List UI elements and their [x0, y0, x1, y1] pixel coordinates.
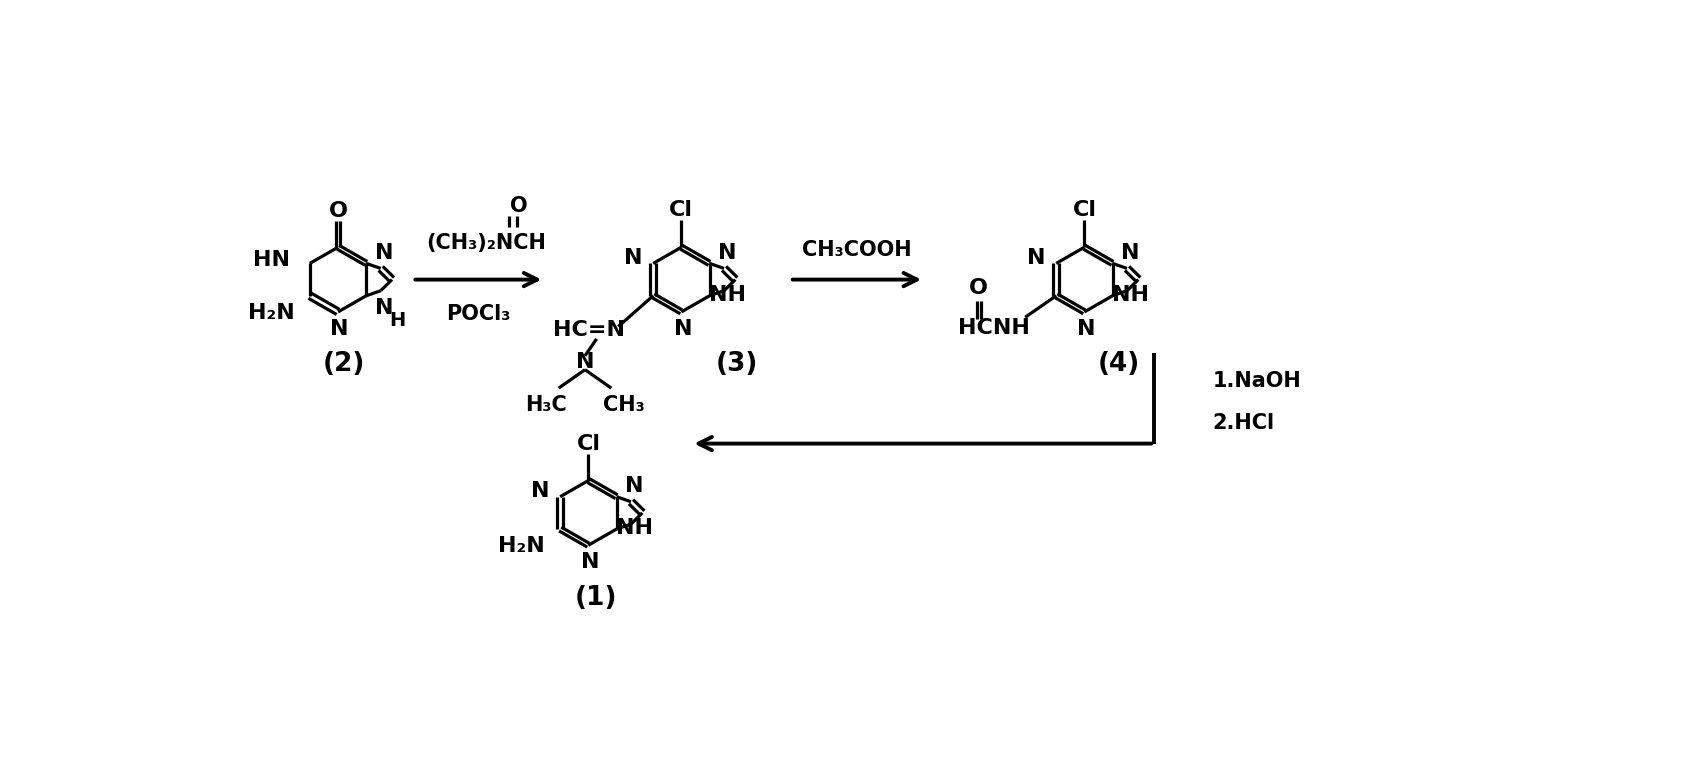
Text: N: N — [374, 243, 393, 263]
Text: 2.HCl: 2.HCl — [1212, 413, 1275, 433]
Text: N: N — [626, 476, 643, 497]
Text: (2): (2) — [323, 351, 366, 378]
Text: Cl: Cl — [576, 434, 600, 454]
Text: (CH₃)₂NCH: (CH₃)₂NCH — [427, 232, 546, 253]
Text: O: O — [328, 201, 347, 221]
Text: POCl₃: POCl₃ — [445, 305, 510, 324]
Text: NH: NH — [615, 518, 653, 538]
Text: N: N — [717, 243, 736, 263]
Text: N: N — [576, 352, 595, 372]
Text: (1): (1) — [575, 584, 617, 611]
Text: NH: NH — [709, 284, 746, 305]
Text: NH: NH — [1112, 284, 1149, 305]
Text: H₂N: H₂N — [498, 536, 544, 556]
Text: Cl: Cl — [1073, 200, 1096, 221]
Text: CH₃COOH: CH₃COOH — [802, 240, 911, 260]
Text: (4): (4) — [1098, 351, 1141, 378]
Text: HCNH: HCNH — [959, 318, 1030, 338]
Text: N: N — [581, 552, 598, 572]
Text: N: N — [673, 319, 692, 339]
Text: H₃C: H₃C — [525, 395, 568, 415]
Text: O: O — [969, 278, 988, 298]
Text: N: N — [374, 298, 393, 318]
Text: N: N — [624, 248, 643, 268]
Text: N: N — [1120, 243, 1139, 263]
Text: H₂N: H₂N — [248, 303, 294, 322]
Text: Cl: Cl — [670, 200, 694, 221]
Text: N: N — [1027, 248, 1046, 268]
Text: (3): (3) — [716, 351, 758, 378]
Text: N: N — [1076, 319, 1095, 339]
Text: N: N — [330, 319, 348, 339]
Text: O: O — [510, 197, 527, 217]
Text: CH₃: CH₃ — [604, 395, 644, 415]
Text: HC=N: HC=N — [552, 319, 626, 340]
Text: H: H — [389, 311, 406, 329]
Text: 1.NaOH: 1.NaOH — [1212, 371, 1300, 392]
Text: N: N — [530, 481, 549, 501]
Text: HN: HN — [253, 250, 289, 270]
